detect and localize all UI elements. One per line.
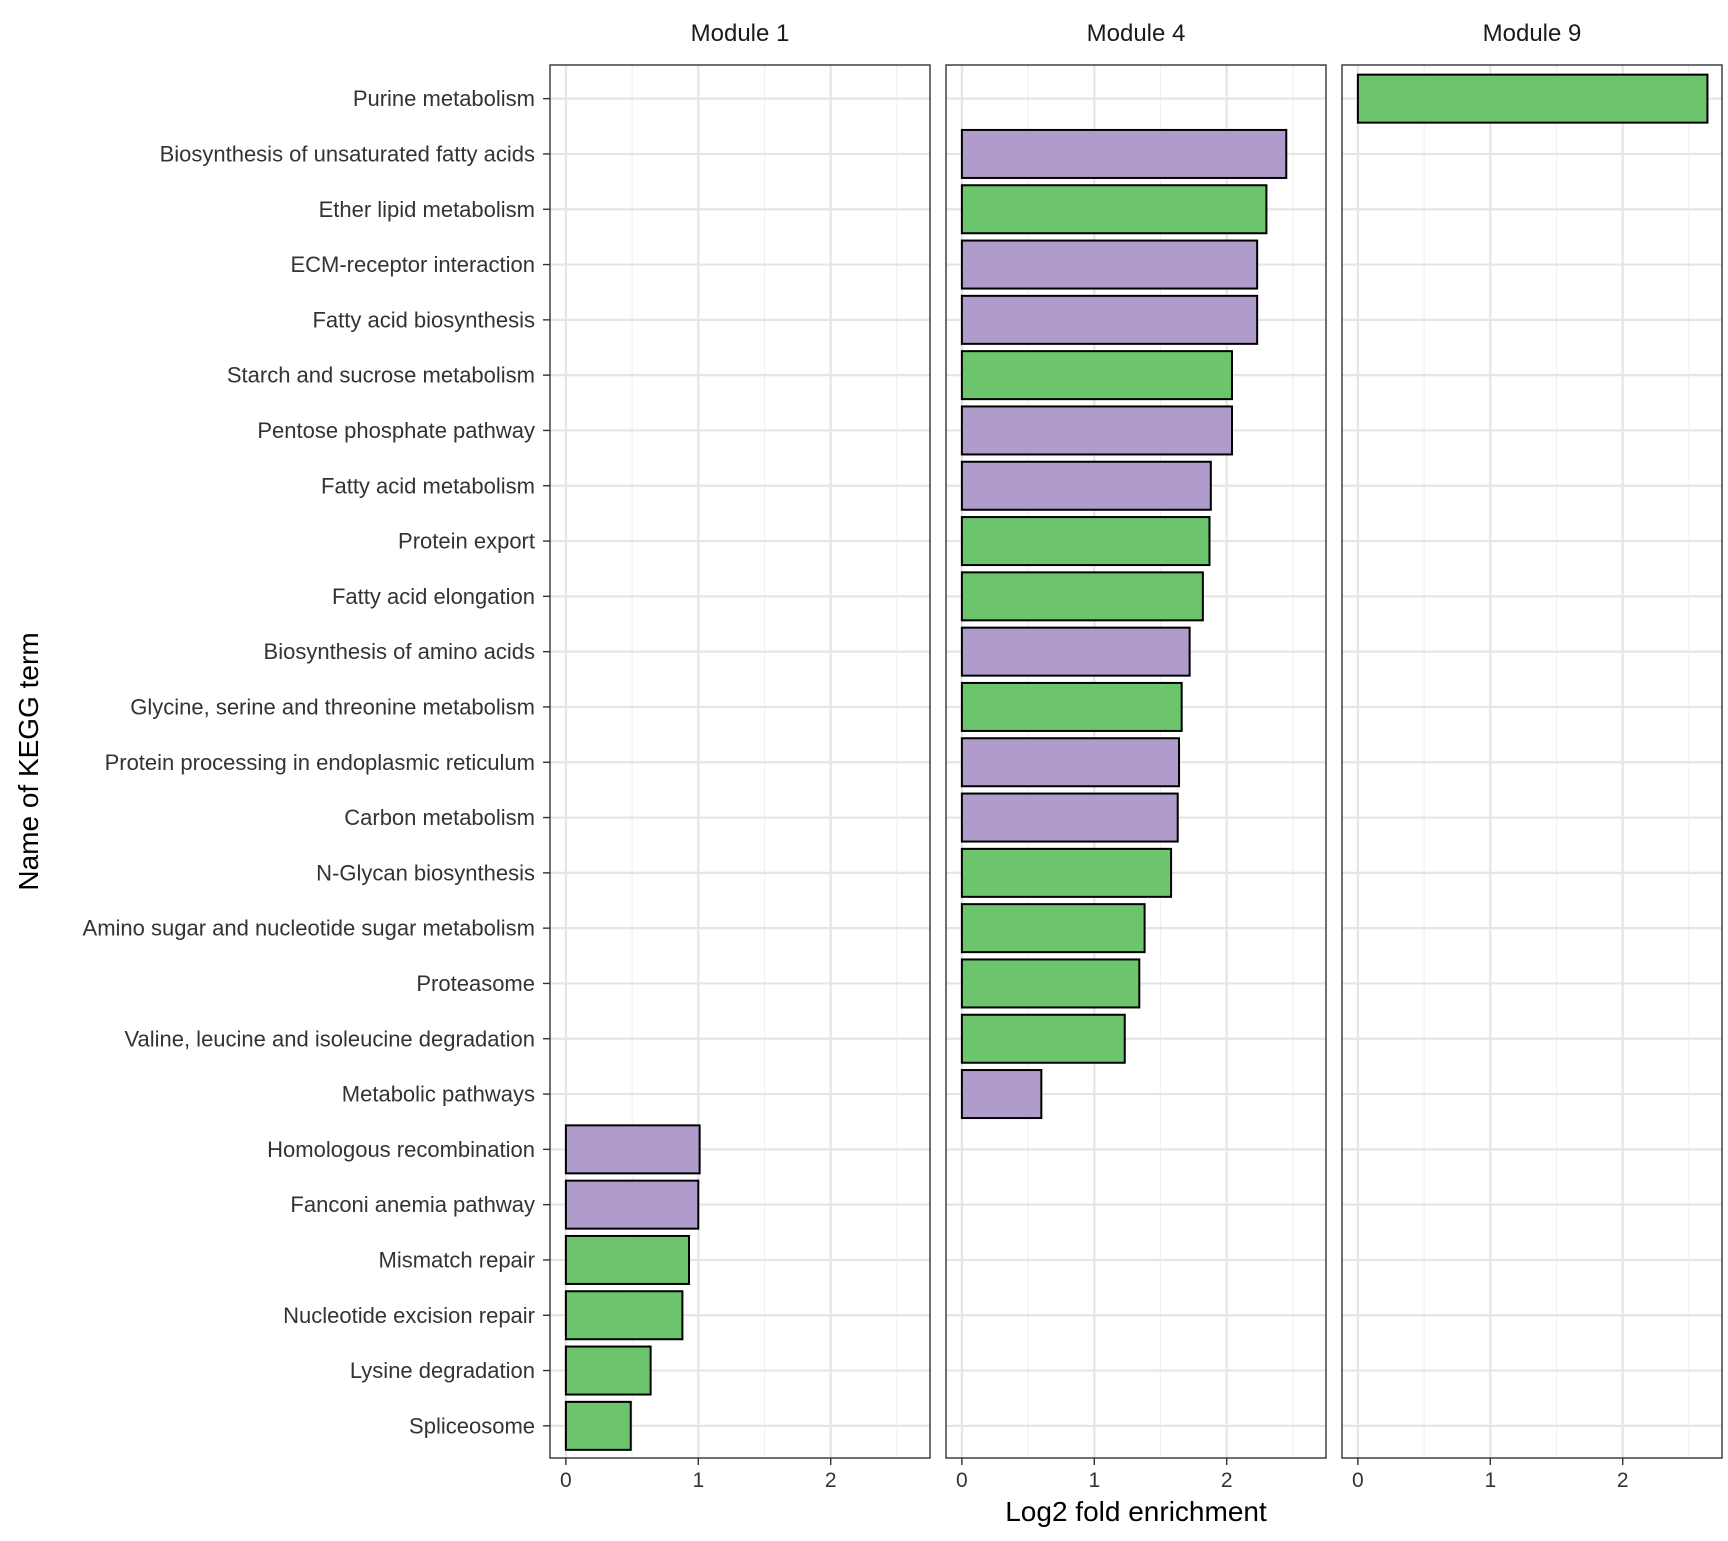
y-category-label: Ether lipid metabolism — [319, 197, 535, 222]
bar — [960, 737, 1181, 788]
y-category-label: Fatty acid metabolism — [321, 473, 535, 498]
bar — [960, 128, 1288, 179]
bar — [960, 626, 1191, 677]
bar — [960, 405, 1233, 456]
panel-strip-label: Module 4 — [1087, 20, 1186, 47]
bar — [960, 294, 1259, 345]
bar — [960, 460, 1212, 511]
text-layer: 0 1 2 Module 1 0 1 2 Module 4 0 1 2 Module 9 Purine … — [13, 20, 1629, 1527]
bar — [564, 1179, 700, 1230]
y-axis-title: Name of KEGG term — [13, 632, 44, 890]
x-tick-label: 2 — [1221, 1469, 1233, 1492]
panel-border — [549, 64, 931, 1459]
y-category-label: Carbon metabolism — [344, 805, 535, 830]
x-tick-label: 1 — [1088, 1469, 1100, 1492]
y-category-label: ECM-receptor interaction — [290, 252, 535, 277]
panel-strip-label: Module 1 — [691, 20, 790, 47]
y-category-label: Spliceosome — [409, 1413, 535, 1438]
x-tick-label: 2 — [825, 1469, 837, 1492]
bar — [564, 1400, 632, 1451]
x-tick-label: 0 — [956, 1469, 968, 1492]
y-category-label: Homologous recombination — [267, 1137, 535, 1162]
bar — [960, 239, 1259, 290]
y-category-label: Fatty acid biosynthesis — [312, 307, 535, 332]
x-tick-label: 0 — [560, 1469, 572, 1492]
frame-layer — [543, 64, 1723, 1465]
bar — [564, 1124, 701, 1175]
bar — [960, 847, 1173, 898]
bar — [960, 792, 1179, 843]
y-category-label: Nucleotide excision repair — [283, 1303, 535, 1328]
y-category-label: Starch and sucrose metabolism — [227, 363, 535, 388]
y-category-label: Valine, leucine and isoleucine degradati… — [124, 1026, 535, 1051]
bar — [564, 1345, 652, 1396]
y-category-label: Lysine degradation — [350, 1358, 535, 1383]
y-category-label: N-Glycan biosynthesis — [316, 860, 535, 885]
y-category-label: Purine metabolism — [353, 86, 535, 111]
bar — [564, 1234, 691, 1285]
x-tick-label: 0 — [1352, 1469, 1364, 1492]
panel-border — [945, 64, 1327, 1459]
y-category-label: Metabolic pathways — [342, 1082, 535, 1107]
panel-border — [1341, 64, 1723, 1459]
y-category-label: Glycine, serine and threonine metabolism — [130, 694, 535, 719]
y-category-label: Amino sugar and nucleotide sugar metabol… — [83, 916, 535, 941]
bar — [564, 1290, 684, 1341]
panel-strip-label: Module 9 — [1483, 20, 1582, 47]
y-category-label: Pentose phosphate pathway — [257, 418, 535, 443]
bar — [960, 958, 1141, 1009]
y-category-label: Mismatch repair — [379, 1247, 535, 1272]
x-tick-label: 2 — [1617, 1469, 1629, 1492]
x-tick-label: 1 — [692, 1469, 704, 1492]
bar — [960, 350, 1233, 401]
y-category-label: Protein processing in endoplasmic reticu… — [105, 750, 535, 775]
bar — [960, 681, 1183, 732]
y-category-label: Protein export — [398, 529, 535, 554]
bar — [960, 571, 1204, 622]
y-category-label: Proteasome — [416, 971, 535, 996]
bars-layer — [564, 73, 1709, 1451]
x-axis-title: Log2 fold enrichment — [1005, 1496, 1267, 1527]
bar — [1356, 73, 1709, 124]
y-category-label: Fanconi anemia pathway — [290, 1192, 535, 1217]
y-category-label: Biosynthesis of amino acids — [264, 639, 535, 664]
y-category-label: Biosynthesis of unsaturated fatty acids — [160, 141, 535, 166]
y-category-label: Fatty acid elongation — [332, 584, 535, 609]
bar — [960, 1069, 1043, 1120]
x-tick-label: 1 — [1484, 1469, 1496, 1492]
bar — [960, 1013, 1126, 1064]
bar — [960, 903, 1146, 954]
bar — [960, 516, 1211, 567]
bar — [960, 184, 1268, 235]
